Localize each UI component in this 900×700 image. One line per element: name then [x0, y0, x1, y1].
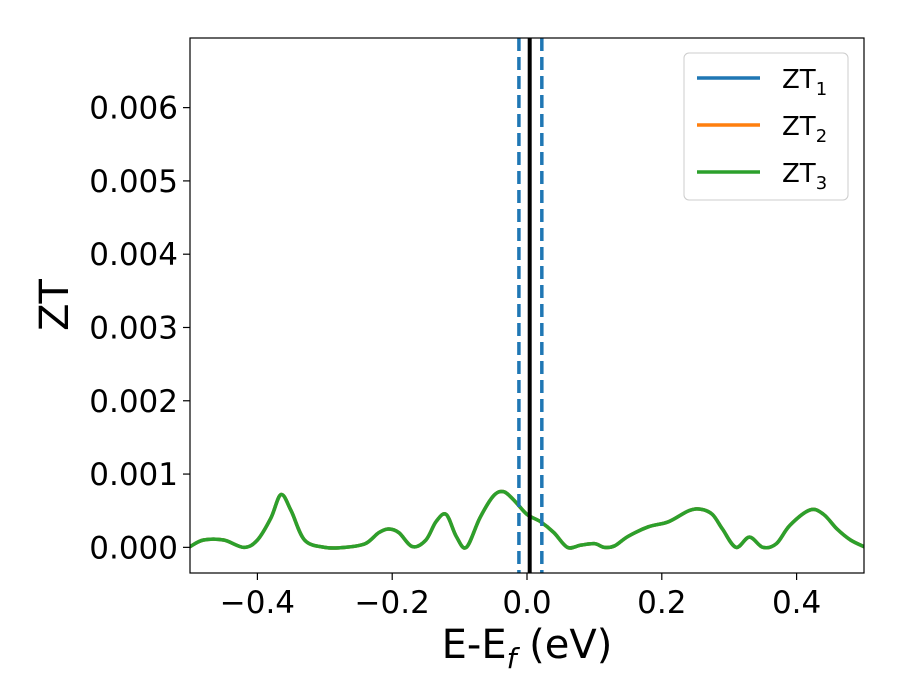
- x-tick-label: 0.4: [772, 585, 821, 621]
- y-tick-label: 0.004: [89, 237, 178, 273]
- y-tick-label: 0.003: [89, 310, 178, 346]
- x-axis-label-main: E-E: [442, 622, 507, 668]
- series-line-zt3: [190, 489, 864, 550]
- series-layer: [190, 489, 864, 550]
- reference-lines: [517, 38, 544, 573]
- x-tick-label: −0.4: [220, 585, 295, 621]
- x-tick-label: 0.2: [637, 585, 686, 621]
- x-axis-ticks: −0.4 −0.2 0.0 0.2 0.4: [220, 573, 821, 621]
- legend-box: [683, 52, 849, 201]
- y-tick-label: 0.006: [89, 91, 178, 127]
- x-tick-label: −0.2: [355, 585, 430, 621]
- x-axis-label: E-Ef (eV): [442, 622, 613, 675]
- y-axis-label: ZT: [32, 279, 78, 331]
- y-axis-ticks: 0.000 0.001 0.002 0.003 0.004 0.005 0.006: [89, 91, 190, 566]
- y-tick-label: 0.002: [89, 384, 178, 420]
- y-tick-label: 0.001: [89, 457, 178, 493]
- legend-label-zt2: ZT2: [782, 112, 827, 147]
- x-axis-label-unit: (eV): [516, 622, 612, 668]
- y-tick-label: 0.000: [89, 530, 178, 566]
- legend-label-zt1: ZT1: [782, 65, 827, 100]
- legend: ZT1 ZT2 ZT3: [683, 52, 849, 201]
- y-tick-label: 0.005: [89, 164, 178, 200]
- legend-label-zt3: ZT3: [782, 159, 827, 194]
- x-tick-label: 0.0: [502, 585, 551, 621]
